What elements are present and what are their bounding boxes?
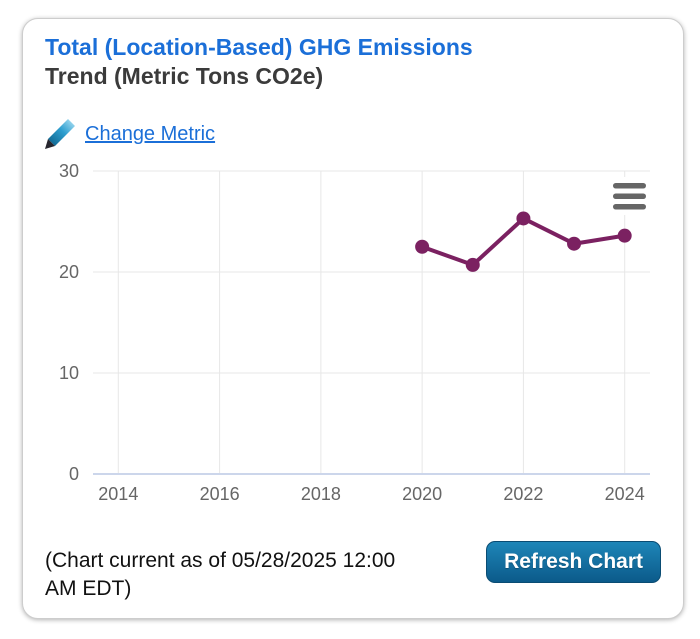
y-tick-label: 20 bbox=[59, 262, 79, 282]
x-tick-label: 2020 bbox=[402, 484, 442, 504]
x-tick-label: 2022 bbox=[503, 484, 543, 504]
chart-title-line1: Total (Location-Based) GHG Emissions bbox=[45, 34, 473, 60]
change-metric-row: Change Metric bbox=[43, 117, 215, 151]
x-tick-label: 2018 bbox=[301, 484, 341, 504]
pencil-icon bbox=[43, 117, 77, 151]
refresh-chart-button[interactable]: Refresh Chart bbox=[486, 541, 661, 583]
chart-title-line2: Trend (Metric Tons CO2e) bbox=[45, 63, 324, 89]
chart-card: Total (Location-Based) GHG Emissions Tre… bbox=[22, 18, 684, 619]
card-footer: (Chart current as of 05/28/2025 12:00 AM… bbox=[45, 541, 661, 602]
chart-current-note: (Chart current as of 05/28/2025 12:00 AM… bbox=[45, 549, 396, 600]
hamburger-menu-icon bbox=[613, 204, 646, 210]
data-point[interactable] bbox=[516, 211, 531, 226]
data-point[interactable] bbox=[617, 228, 632, 243]
chart-context-menu-button[interactable] bbox=[607, 177, 653, 215]
data-point[interactable] bbox=[465, 257, 480, 272]
y-tick-label: 10 bbox=[59, 363, 79, 383]
x-tick-label: 2016 bbox=[200, 484, 240, 504]
x-tick-label: 2024 bbox=[605, 484, 645, 504]
hamburger-menu-icon bbox=[613, 183, 646, 189]
card-title: Total (Location-Based) GHG Emissions Tre… bbox=[45, 33, 473, 91]
y-tick-label: 0 bbox=[69, 464, 79, 484]
data-point[interactable] bbox=[567, 236, 582, 251]
x-tick-label: 2014 bbox=[98, 484, 138, 504]
change-metric-link[interactable]: Change Metric bbox=[85, 122, 216, 145]
y-tick-label: 30 bbox=[59, 161, 79, 181]
hamburger-menu-icon bbox=[613, 193, 646, 199]
trend-line-chart: 0 10 20 30 2014 2016 2018 2020 2022 2024 bbox=[59, 161, 653, 504]
data-point[interactable] bbox=[415, 239, 430, 254]
